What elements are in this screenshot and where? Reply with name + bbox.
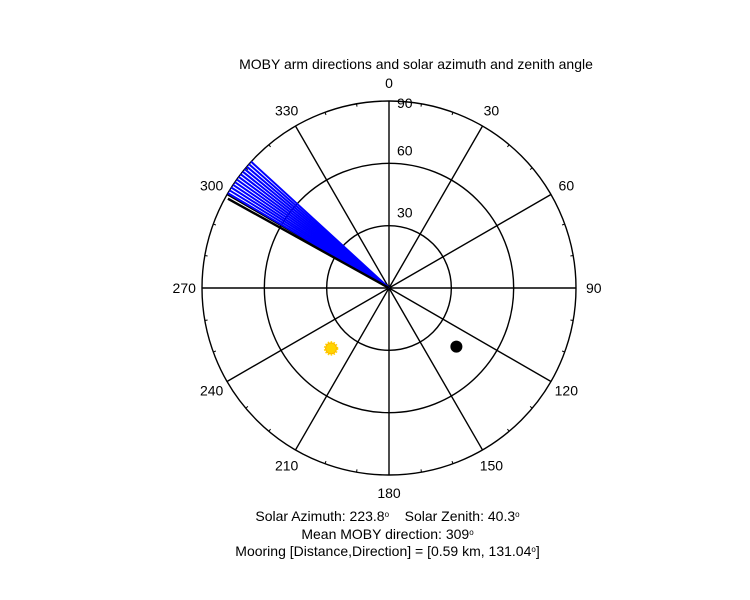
outer-tick xyxy=(561,223,565,226)
solar-azimuth-text: Solar Azimuth: 223.8 xyxy=(255,508,385,524)
data-marks xyxy=(227,160,463,356)
outer-tick xyxy=(529,406,533,409)
spoke-240 xyxy=(226,287,390,383)
degree-mark: o xyxy=(469,528,474,537)
angle-label-300: 300 xyxy=(200,178,224,194)
angle-label-330: 330 xyxy=(275,103,299,119)
spoke-330 xyxy=(294,125,390,289)
outer-tick xyxy=(451,112,454,116)
outer-tick xyxy=(324,460,327,464)
angle-label-210: 210 xyxy=(275,457,299,473)
mean-moby-line: Mean MOBY direction: 309o xyxy=(0,526,750,542)
outer-tick xyxy=(451,460,454,464)
axis-labels: 0 30 60 90 120 150 180 210 240 270 300 330 30 60 90 xyxy=(173,75,602,501)
angle-label-60: 60 xyxy=(559,178,575,194)
mooring-text: Mooring [Distance,Direction] = [0.59 km,… xyxy=(235,543,532,559)
outer-tick xyxy=(245,406,249,409)
outer-tick xyxy=(268,144,271,148)
radial-label-90: 90 xyxy=(397,95,413,111)
mooring-text-end: ] xyxy=(535,543,540,559)
angle-label-150: 150 xyxy=(480,457,504,473)
angle-label-240: 240 xyxy=(200,382,224,398)
spoke-210 xyxy=(294,287,390,451)
angle-label-120: 120 xyxy=(555,382,579,398)
angle-label-270: 270 xyxy=(173,280,197,296)
sun-marker xyxy=(325,342,338,355)
solar-zenith-text: Solar Zenith: 40.3 xyxy=(404,508,516,524)
degree-mark: o xyxy=(384,510,390,519)
outer-tick xyxy=(507,144,510,148)
angle-label-90: 90 xyxy=(586,280,602,296)
spoke-60 xyxy=(388,193,552,289)
spoke-120 xyxy=(388,287,552,383)
outer-tick xyxy=(213,223,217,226)
outer-tick xyxy=(245,167,249,170)
angle-label-0: 0 xyxy=(385,75,393,91)
outer-tick xyxy=(529,167,533,170)
radial-label-60: 60 xyxy=(397,142,413,158)
outer-tick xyxy=(213,350,217,353)
spoke-30 xyxy=(388,125,484,289)
moby-arm-line xyxy=(250,160,390,289)
outer-tick xyxy=(507,428,510,432)
mean-moby-direction-line xyxy=(227,197,390,290)
degree-mark: o xyxy=(515,510,520,519)
mean-moby-text: Mean MOBY direction: 309 xyxy=(301,526,470,542)
outer-tick xyxy=(268,428,271,432)
outer-tick xyxy=(324,112,327,116)
chart-title: MOBY arm directions and solar azimuth an… xyxy=(239,56,593,72)
solar-info-line: Solar Azimuth: 223.8o Solar Zenith: 40.3… xyxy=(0,508,750,524)
radial-label-30: 30 xyxy=(397,205,413,221)
angle-label-180: 180 xyxy=(377,485,401,501)
mooring-marker xyxy=(450,340,463,353)
angle-label-30: 30 xyxy=(484,103,500,119)
sun-marker-rays xyxy=(323,341,339,356)
spoke-150 xyxy=(388,287,484,451)
outer-tick xyxy=(561,350,565,353)
polar-grid xyxy=(201,100,577,476)
mooring-line: Mooring [Distance,Direction] = [0.59 km,… xyxy=(0,543,750,559)
degree-mark: o xyxy=(531,545,536,554)
